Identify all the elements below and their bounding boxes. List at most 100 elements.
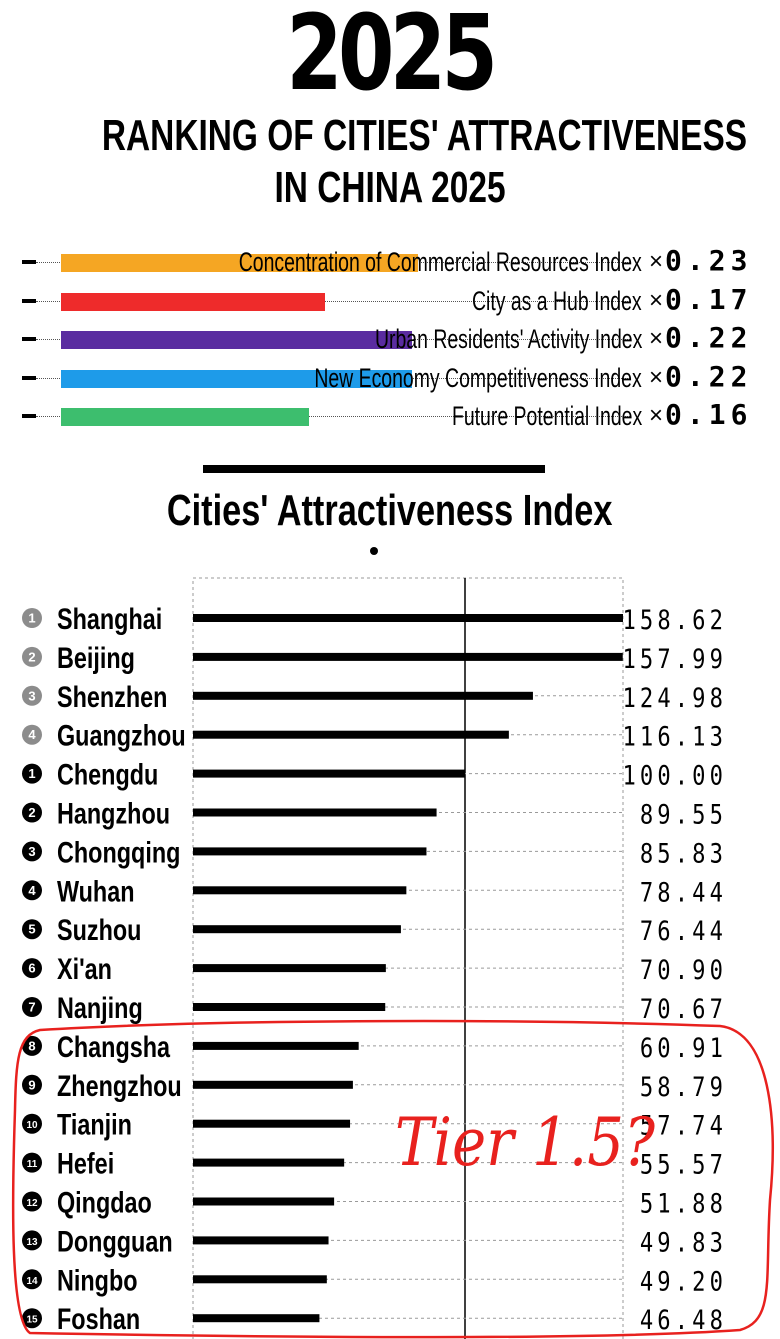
rank-badge	[22, 919, 42, 940]
value-label: 46.48	[640, 1304, 727, 1336]
rank-number: 7	[28, 1000, 35, 1015]
rank-number: 2	[28, 649, 35, 664]
weight-multiply-sign: ×	[648, 363, 663, 391]
weight-tick	[22, 337, 36, 341]
city-label: Hefei	[57, 1147, 114, 1180]
value-label: 89.55	[640, 798, 727, 830]
value-bar	[193, 1236, 329, 1245]
value-label: 57.74	[640, 1110, 727, 1142]
city-label: Chongqing	[57, 836, 180, 869]
weight-value: 0.23	[665, 244, 753, 277]
weight-leader-line	[36, 416, 630, 417]
value-bar	[193, 1003, 386, 1011]
rank-number: 5	[28, 922, 35, 937]
city-label: Wuhan	[57, 875, 135, 908]
value-bar	[193, 1041, 359, 1050]
value-label: 158.62	[622, 604, 727, 636]
value-label: 100.00	[622, 759, 727, 791]
rank-number: 15	[26, 1315, 38, 1326]
rank-number: 4	[28, 727, 36, 742]
rank-number: 9	[28, 1077, 35, 1092]
value-bar	[193, 769, 465, 778]
weight-label: Concentration of Commercial Resources In…	[238, 247, 642, 277]
rank-badge	[22, 880, 42, 901]
weight-bar	[61, 254, 418, 272]
value-label: 60.91	[640, 1032, 727, 1064]
weight-tick	[22, 298, 36, 303]
weight-tick	[22, 414, 36, 418]
value-label: 116.13	[622, 721, 727, 753]
rank-number: 3	[28, 844, 35, 859]
weight-multiply-sign: ×	[648, 402, 663, 429]
value-bar	[193, 1197, 335, 1206]
rank-badge	[22, 997, 42, 1017]
value-bar	[193, 1080, 353, 1089]
weight-multiply-sign: ×	[648, 286, 663, 314]
city-label: Foshan	[57, 1302, 140, 1335]
weight-leader-line	[36, 300, 630, 302]
value-bar	[193, 808, 437, 817]
city-label: Shanghai	[57, 602, 162, 635]
weight-bar	[61, 331, 412, 349]
city-label: Xi'an	[57, 952, 112, 985]
value-bar	[193, 1275, 327, 1284]
value-bar	[193, 847, 427, 856]
weight-tick	[22, 260, 36, 264]
weight-row: Urban Residents' Activity Index × 0.22	[0, 320, 780, 358]
city-label: Nanjing	[57, 991, 143, 1024]
rank-number: 3	[28, 688, 35, 703]
value-label: 51.88	[640, 1187, 727, 1219]
weight-row: Future Potential Index × 0.16	[0, 397, 780, 435]
city-label: Suzhou	[57, 913, 141, 946]
weight-row: City as a Hub Index × 0.17	[0, 282, 780, 320]
value-bar	[193, 652, 623, 661]
weight-value: 0.22	[665, 359, 753, 393]
weight-tick	[22, 375, 36, 380]
weight-value: 0.16	[665, 398, 753, 431]
value-bar	[193, 964, 386, 973]
value-bar	[193, 614, 623, 622]
weight-multiply-sign: ×	[648, 325, 663, 352]
weight-row: Concentration of Commercial Resources In…	[0, 243, 780, 281]
rank-badge	[22, 608, 42, 628]
value-label: 58.79	[640, 1071, 727, 1103]
title-line-2: IN CHINA 2025	[274, 163, 506, 212]
city-label: Changsha	[57, 1030, 171, 1063]
city-label: Shenzhen	[57, 680, 167, 713]
value-label: 55.57	[640, 1148, 727, 1180]
city-label: Chengdu	[57, 758, 158, 791]
city-label: Dongguan	[57, 1225, 173, 1258]
value-label: 85.83	[640, 837, 727, 869]
rank-number: 2	[28, 805, 35, 820]
value-label: 76.44	[640, 915, 727, 947]
rank-badge	[22, 685, 42, 706]
rank-number: 1	[28, 611, 35, 626]
weight-label: City as a Hub Index	[472, 285, 642, 316]
value-bar	[193, 925, 401, 934]
rank-number: 10	[26, 1120, 38, 1131]
rank-number: 8	[28, 1038, 35, 1053]
weight-label: New Economy Competitiveness Index	[314, 362, 642, 393]
value-label: 49.20	[640, 1265, 727, 1297]
section-divider	[203, 465, 545, 473]
rank-badge	[22, 802, 42, 823]
rank-number: 11	[27, 1159, 38, 1170]
city-label: Guangzhou	[57, 719, 186, 752]
weight-bar	[61, 369, 412, 388]
rank-number: 6	[28, 961, 35, 976]
value-label: 124.98	[622, 682, 727, 714]
value-bar	[193, 1158, 345, 1167]
city-label: Ningbo	[57, 1264, 138, 1297]
value-label: 70.90	[640, 954, 727, 986]
value-bar	[193, 886, 407, 895]
rank-badge	[22, 841, 42, 862]
rank-number: 1	[28, 766, 35, 781]
value-label: 49.83	[640, 1226, 727, 1258]
value-bar	[193, 1119, 351, 1128]
weight-multiply-sign: ×	[648, 248, 663, 275]
rank-badge	[22, 646, 42, 667]
rank-badge	[22, 958, 42, 979]
rank-badge	[22, 763, 42, 784]
rank-number: 14	[26, 1276, 38, 1287]
